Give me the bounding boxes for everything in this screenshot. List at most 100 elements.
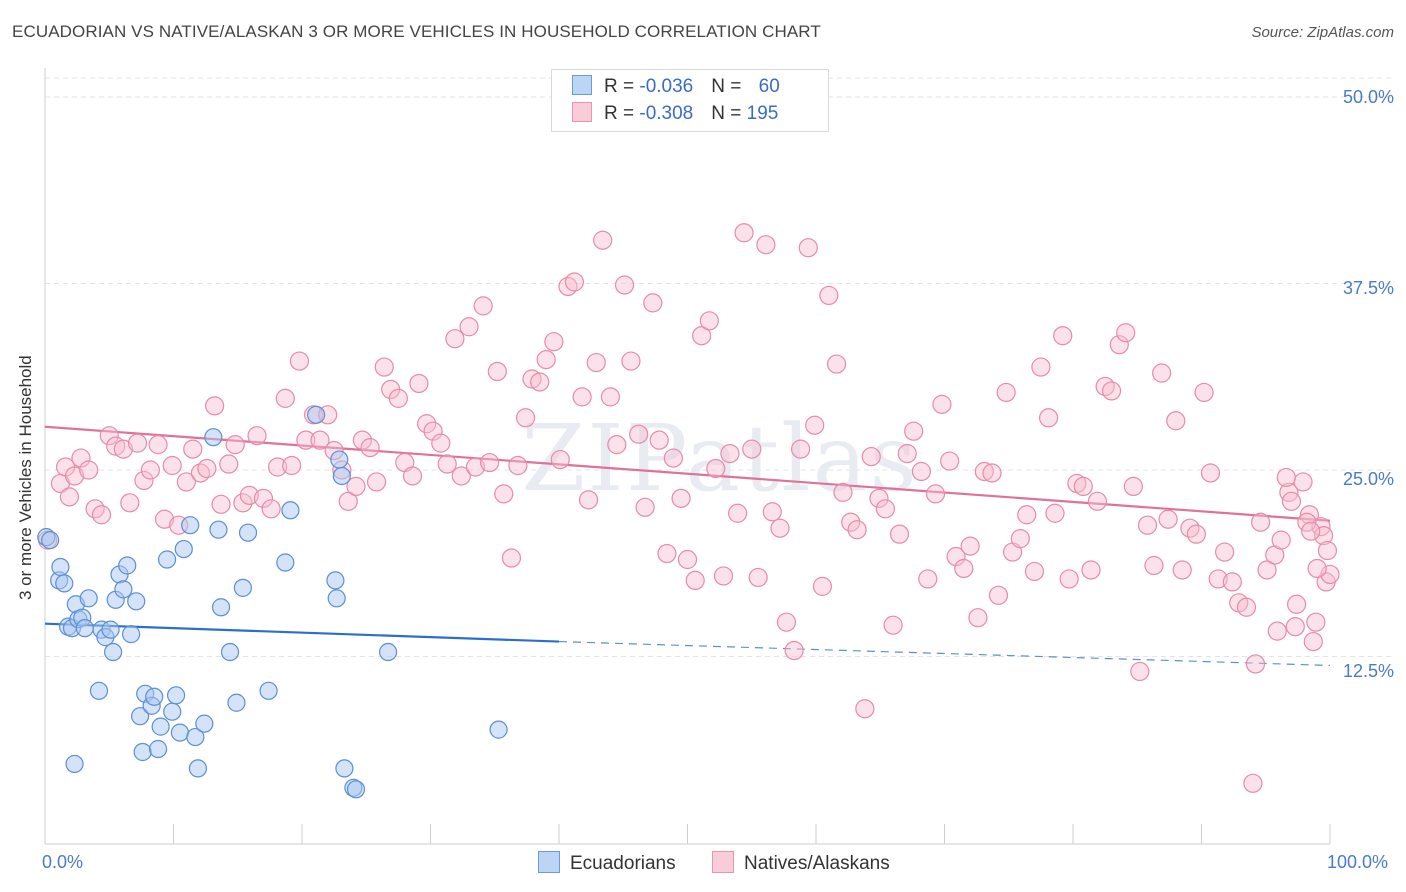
legend-row-natives: R = -0.308 N = 195 [572,102,778,126]
chart-title: ECUADORIAN VS NATIVE/ALASKAN 3 OR MORE V… [12,22,821,41]
point-natives [310,430,330,450]
point-natives [925,484,946,504]
point-natives [296,430,316,450]
point-natives [1285,617,1305,637]
point-ecuadorians [346,780,366,799]
point-natives [459,317,479,337]
point-natives [621,351,641,371]
point-natives [360,438,380,458]
point-natives [417,414,437,434]
point-ecuadorians [174,539,193,559]
point-natives [1313,526,1334,546]
point-natives [1166,411,1186,431]
point-natives [1301,521,1321,541]
point-natives [663,448,683,468]
point-natives [79,460,99,480]
point-ecuadorians [51,557,70,577]
point-natives [1286,594,1307,614]
point-natives [374,357,394,377]
point-natives [233,493,253,513]
point-natives [1271,530,1291,550]
point-natives [918,569,938,589]
point-natives [657,543,677,564]
point-natives [409,373,429,394]
point-natives [713,566,734,586]
point-natives [940,451,960,471]
point-natives [64,466,85,486]
point-natives [911,461,931,482]
point-natives [1194,382,1214,403]
point-ecuadorians [211,598,231,617]
point-natives [1208,569,1228,589]
legend-n-value: 60 [758,76,780,97]
bottom-legend-swatch-pink [712,851,734,873]
point-ecuadorians [330,450,349,469]
point-natives [451,466,471,486]
point-natives [635,497,655,517]
point-natives [960,536,980,556]
point-natives [1317,540,1338,561]
point-natives [1306,612,1326,632]
point-natives [127,433,148,453]
legend-r-value: -0.036 [639,76,694,97]
point-natives [1215,542,1235,562]
point-natives [253,488,274,508]
point-natives [954,558,974,579]
point-natives [643,293,663,313]
point-natives [197,458,217,479]
point-ecuadorians [75,619,94,638]
point-natives [883,615,903,635]
point-natives [996,382,1016,403]
point-natives [480,452,500,473]
legend-row-ecuadorians: R = -0.036 N = 60 [572,75,780,99]
point-natives [501,548,522,568]
point-natives [1245,654,1266,674]
point-natives [1144,555,1164,576]
point-ecuadorians [163,702,182,721]
point-natives [140,460,160,480]
point-ecuadorians [79,589,98,608]
point-natives [176,472,196,492]
point-natives [120,493,140,513]
point-natives [1059,569,1079,589]
point-ecuadorians [55,574,74,593]
point-ecuadorians [65,754,84,774]
point-natives [225,435,245,455]
point-natives [282,455,302,476]
point-natives [600,387,621,407]
point-ecuadorians [332,466,351,486]
point-natives [59,487,80,507]
point-natives [875,499,895,519]
axes [44,68,1331,845]
y-tick-label: 25.0% [1342,469,1394,489]
point-natives [720,443,740,464]
point-natives [1276,467,1296,488]
point-natives [1010,529,1030,549]
point-ecuadorians [181,516,200,535]
point-natives [946,546,966,567]
point-natives [431,433,451,453]
point-ecuadorians [41,531,60,550]
point-ecuadorians [121,625,141,644]
point-ecuadorians [209,520,228,539]
point-natives [629,424,649,444]
point-natives [1158,509,1178,529]
point-ecuadorians [166,686,186,705]
point-natives [1045,503,1065,523]
point-natives [1243,773,1263,793]
point-ecuadorians [489,720,508,739]
point-ecuadorians [281,501,300,520]
point-natives [564,272,585,292]
point-natives [742,439,762,459]
point-natives [1053,326,1073,346]
legend-n-label: N = [711,103,747,124]
point-natives [219,454,239,474]
point-natives [487,361,507,382]
point-natives [855,699,875,719]
point-natives [275,388,295,408]
bottom-legend-ecuadorians: Ecuadorians [538,851,676,875]
point-natives [154,509,175,529]
point-ecuadorians [151,717,170,736]
point-ecuadorians [220,642,240,662]
point-natives [99,426,119,446]
